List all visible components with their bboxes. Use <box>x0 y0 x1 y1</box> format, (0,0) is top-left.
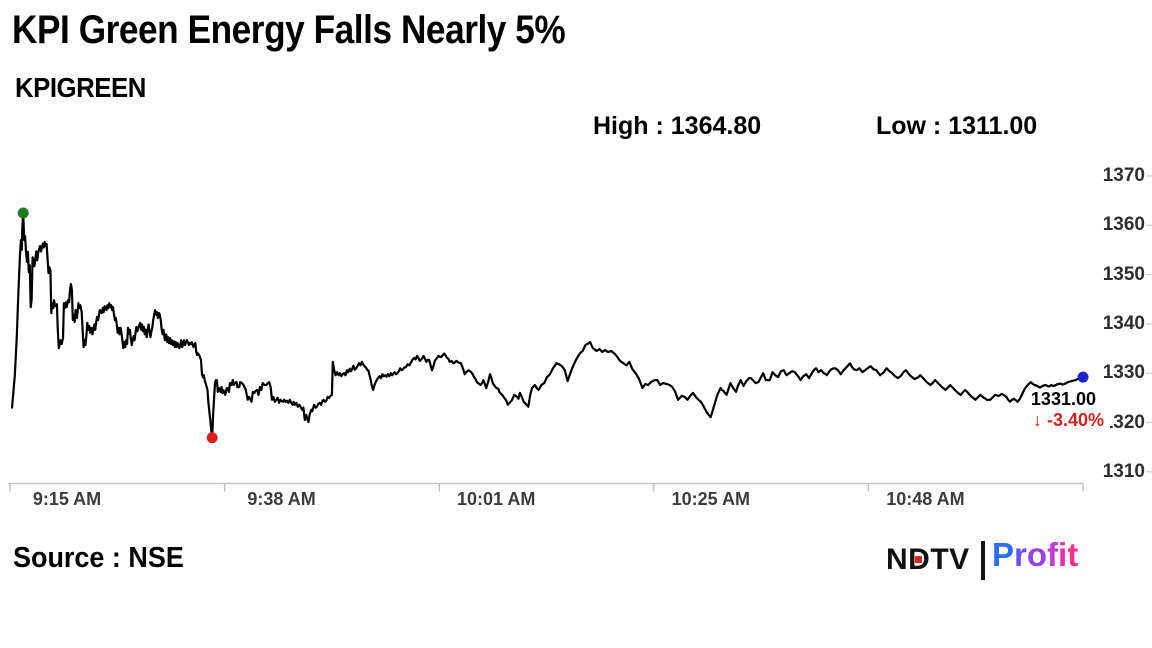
price-line <box>10 211 1085 439</box>
profit-letter: o <box>1026 536 1048 573</box>
x-axis-label: 10:01 AM <box>457 489 536 509</box>
session-high: High : 1364.80 <box>593 112 762 140</box>
y-axis-label: 1340 <box>1102 312 1145 334</box>
source-label: Source : NSE <box>13 542 184 574</box>
change-label: ↓ -3.40% <box>978 410 1110 431</box>
ndtv-wordmark: NDTV <box>886 543 970 576</box>
profit-letter: i <box>1058 536 1068 573</box>
high-marker-dot <box>17 207 29 219</box>
profit-wordmark: Profit <box>992 536 1078 574</box>
change-percent: -3.40% <box>1046 410 1104 430</box>
x-axis-label: 9:38 AM <box>247 489 316 509</box>
ticker-symbol: KPIGREEN <box>15 72 146 103</box>
profit-letter: f <box>1047 536 1059 573</box>
x-axis-label: 10:48 AM <box>886 489 965 509</box>
x-axis-label: 10:25 AM <box>671 489 750 509</box>
y-axis-label: 1350 <box>1102 263 1145 285</box>
y-axis-label: 1330 <box>1102 362 1145 384</box>
profit-letter: t <box>1067 536 1079 573</box>
y-axis-label: 1320 <box>1102 411 1145 433</box>
low-marker-dot <box>206 432 218 444</box>
y-axis-label: 1360 <box>1102 214 1145 236</box>
headline: KPI Green Energy Falls Nearly 5% <box>12 8 566 52</box>
y-axis-label: 1310 <box>1102 460 1145 482</box>
last-price-dot <box>1077 371 1089 383</box>
last-price-label: 1331.00 <box>1030 389 1096 409</box>
profit-letter: r <box>1014 536 1027 573</box>
logo-divider <box>981 541 985 580</box>
y-axis-label: 1370 <box>1102 165 1145 186</box>
session-low: Low : 1311.00 <box>876 112 1038 140</box>
x-axis-label: 9:15 AM <box>32 489 102 509</box>
down-arrow-icon: ↓ <box>1032 410 1042 430</box>
profit-letter: P <box>992 536 1015 573</box>
ndtv-red-dot-icon <box>915 556 922 563</box>
